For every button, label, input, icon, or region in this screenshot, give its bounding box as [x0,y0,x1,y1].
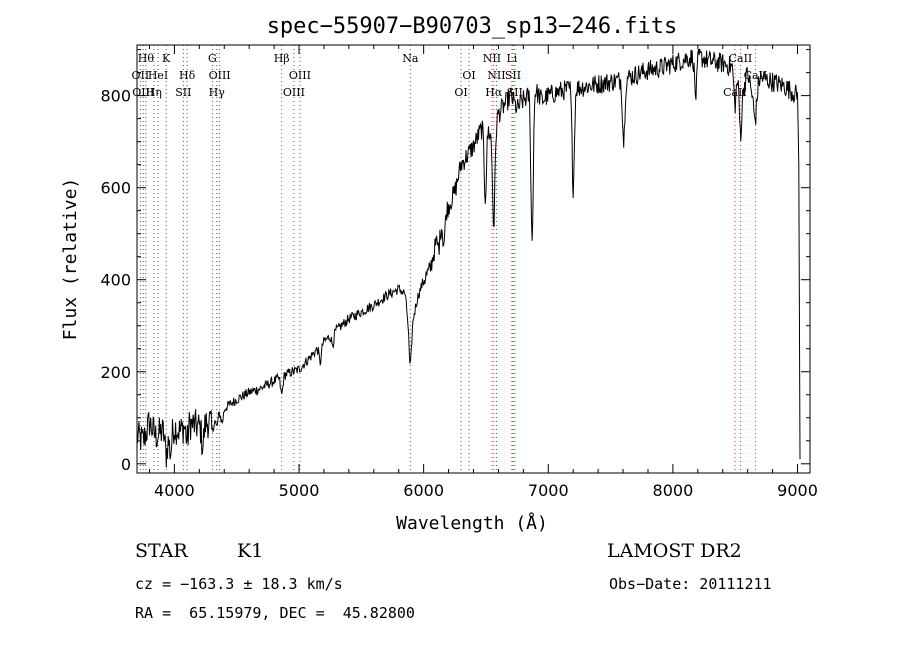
x-tick-label: 4000 [154,481,195,500]
line-marker-label: SII [175,86,191,99]
y-tick-label: 0 [121,455,131,474]
plot-frame [136,44,811,474]
spectral-line-markers: HθHηOIIOIIIHeIKSIIHδGHγOIIIHβOIIIOIIINaO… [132,45,767,473]
x-tick-label: 7000 [528,481,569,500]
line-marker-label: G [208,52,217,65]
line-marker-label: Hγ [209,86,226,99]
line-marker-label: NII [483,52,501,65]
y-tick-label: 600 [100,179,131,198]
y-axis-label: Flux (relative) [60,178,81,341]
y-axis-ticks: 0 200 400 600 800 [100,49,810,474]
object-class: STAR [135,540,188,562]
x-tick-label: 9000 [777,481,818,500]
spectrum-line [136,48,801,468]
chart-title: spec−55907−B90703_sp13−246.fits [267,14,678,39]
line-marker-label: Hδ [179,69,196,82]
spectrum-chart: spec−55907−B90703_sp13−246.fits HθHηOIIO… [60,14,818,534]
line-marker-label: Na [402,52,419,65]
line-marker-label: Hθ [138,52,155,65]
line-marker-label: Li [506,52,517,65]
y-tick-label: 400 [100,271,131,290]
x-axis-label: Wavelength (Å) [396,512,548,534]
object-subclass: K1 [237,540,264,562]
line-marker-label: OIII [132,86,154,99]
line-marker-label: CaII [729,52,753,65]
line-marker-label: OI [462,69,475,82]
x-tick-label: 8000 [653,481,694,500]
line-marker-label: OI [454,86,467,99]
line-marker-label: Hβ [274,52,290,65]
line-marker-label: OIII [289,69,311,82]
line-marker-label: OIII [283,86,305,99]
line-marker-label: Hα [485,86,503,99]
coordinates-text: RA = 65.15979, DEC = 45.82800 [135,604,415,622]
x-tick-label: 6000 [403,481,444,500]
survey-label: LAMOST DR2 [607,540,742,562]
line-marker-label: K [162,52,171,65]
line-marker-label: SII [505,69,521,82]
line-marker-label: OIII [209,69,231,82]
y-tick-label: 200 [100,363,131,382]
x-tick-label: 5000 [279,481,320,500]
y-tick-label: 800 [100,87,131,106]
obs-date-text: Obs−Date: 20111211 [609,575,772,593]
line-marker-label: HeI [148,69,168,82]
x-axis-ticks: 4000 5000 6000 7000 8000 9000 [148,45,818,500]
redshift-text: cz = −163.3 ± 18.3 km/s [135,575,343,593]
line-marker-label: NII [487,69,505,82]
line-marker-label: OII [132,69,150,82]
